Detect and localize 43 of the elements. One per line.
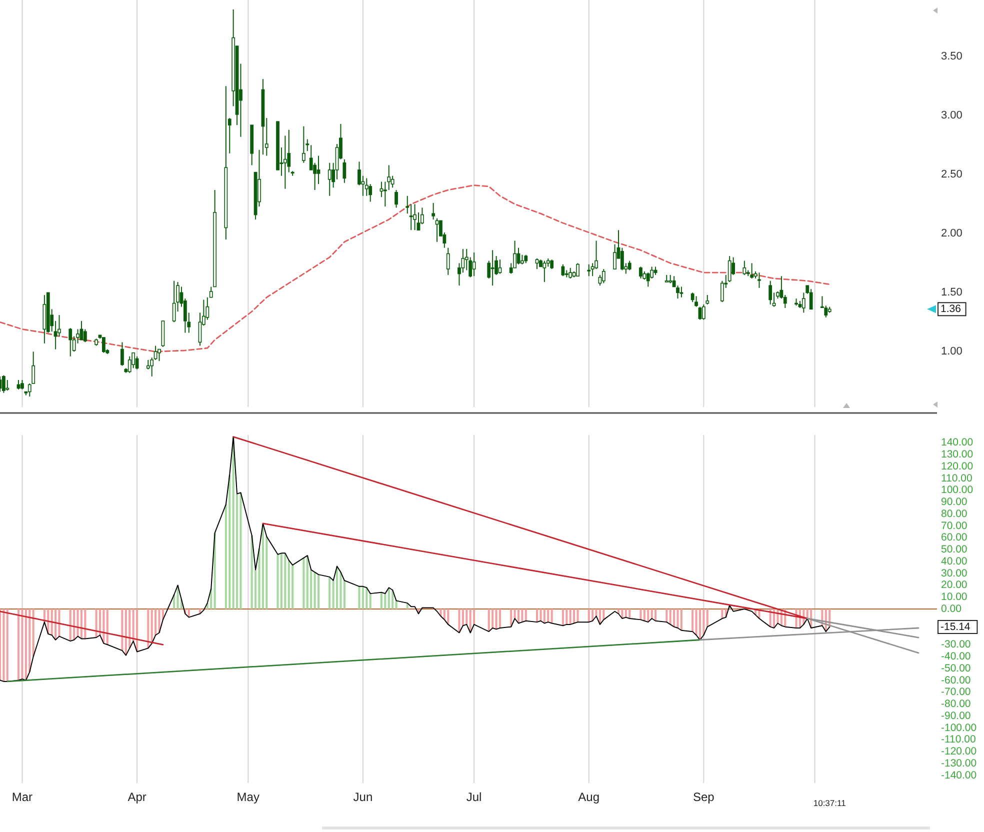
- y-tick-label: 1.50: [941, 286, 962, 299]
- y-tick-label: 60.00: [941, 532, 968, 544]
- y-tick-label: 130.00: [941, 448, 974, 461]
- y-tick-label: 120.00: [941, 460, 974, 472]
- y-tick-label: 20.00: [941, 579, 968, 592]
- x-tick-label: Apr: [128, 790, 146, 804]
- y-tick-label: 30.00: [941, 567, 968, 580]
- y-tick-label: 80.00: [941, 508, 968, 520]
- y-tick-label: 0.00: [941, 603, 962, 615]
- y-tick-label: 100.00: [941, 484, 974, 496]
- y-tick-label: -130.00: [941, 757, 977, 770]
- y-tick-label: -110.00: [941, 734, 976, 746]
- y-tick-label: -80.00: [941, 698, 971, 710]
- y-tick-label: -70.00: [941, 686, 971, 698]
- x-tick-label: Jul: [466, 790, 482, 804]
- y-tick-label: 90.00: [941, 496, 968, 508]
- y-tick-label: 40.00: [941, 555, 968, 568]
- y-tick-label: 1.00: [941, 346, 962, 358]
- y-tick-label: 50.00: [941, 544, 968, 556]
- y-tick-label: -140.00: [941, 769, 977, 782]
- y-tick-label: 140.00: [941, 436, 974, 449]
- y-tick-label: -40.00: [941, 650, 971, 663]
- y-tick-label: 2.00: [941, 228, 962, 240]
- y-tick-label: 3.00: [941, 110, 962, 122]
- text: 10:37:11: [813, 798, 846, 808]
- y-tick-label: -100.00: [941, 722, 977, 734]
- y-tick-label: -120.00: [941, 746, 977, 758]
- x-tick-label: Aug: [578, 790, 600, 804]
- y-tick-label: 70.00: [941, 520, 968, 532]
- y-tick-label: 3.50: [941, 50, 962, 63]
- x-tick-label: Sep: [692, 790, 715, 804]
- x-tick-label: May: [236, 790, 260, 804]
- text: 1.36: [940, 303, 962, 316]
- y-tick-label: -60.00: [941, 674, 971, 686]
- x-tick-label: Jun: [353, 790, 373, 804]
- y-tick-label: -50.00: [941, 662, 971, 674]
- text: -15.14: [940, 620, 970, 633]
- y-tick-label: 10.00: [941, 591, 968, 604]
- y-tick-label: 110.00: [941, 472, 972, 484]
- x-tick-label: Mar: [12, 790, 33, 804]
- y-tick-label: -90.00: [941, 710, 971, 722]
- y-tick-label: 2.50: [941, 168, 962, 181]
- y-tick-label: -30.00: [941, 638, 971, 651]
